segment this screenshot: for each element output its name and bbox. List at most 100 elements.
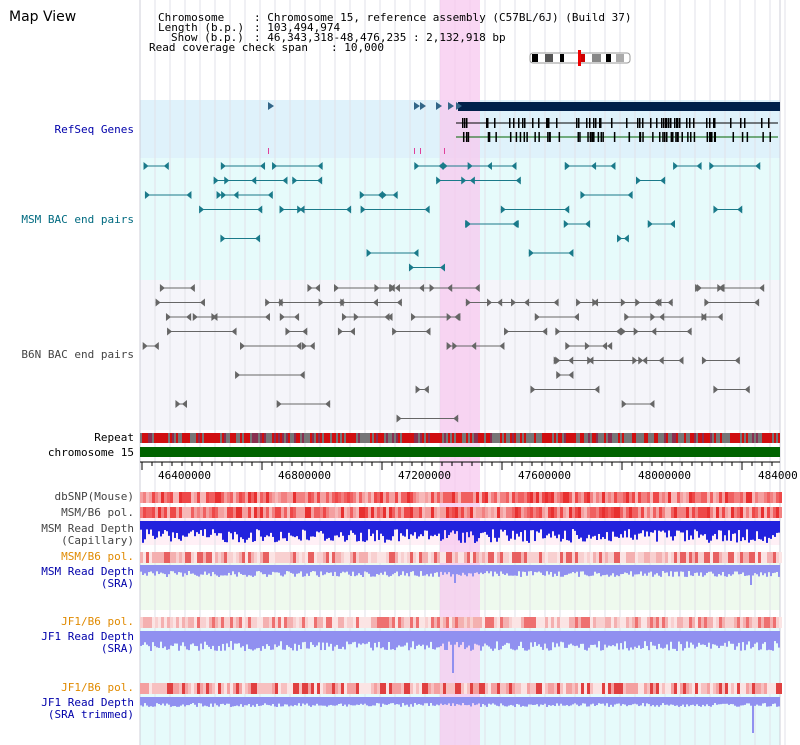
coverage-label: Read coverage check span (149, 41, 308, 54)
capillary-depth-bar (580, 521, 582, 538)
msm-b6-pol-cell (491, 552, 494, 563)
track-label-msm-depth-sra[interactable]: MSM Read Depth (41, 565, 134, 578)
jf1-b6-pol-cell (269, 617, 272, 628)
capillary-depth-bar (304, 521, 306, 531)
jf1-trimmed-depth-bar (200, 697, 202, 704)
jf1-trimmed-depth-bar (566, 697, 568, 706)
msm-b6-pol-cell (140, 552, 143, 563)
msm-b6-pol-cell (260, 507, 263, 518)
capillary-depth-bar (300, 521, 302, 541)
msm-b6-pol-cell (386, 507, 389, 518)
repeat-block (618, 433, 620, 443)
exon-mark (642, 118, 644, 128)
repeat-block (472, 433, 474, 443)
msm-b6-pol-cell (551, 552, 554, 563)
dbsnp-cell (692, 492, 695, 503)
dbsnp-cell (584, 492, 587, 503)
jf1-b6-pol-cell (758, 617, 761, 628)
msm-sra-depth-bar (286, 565, 288, 572)
track-label-jf1-b6-pol-2[interactable]: JF1/B6 pol. (61, 681, 134, 694)
msm-b6-pol-cell (692, 552, 695, 563)
jf1-b6-pol-cell (299, 617, 302, 628)
msm-sra-depth-bar (614, 565, 616, 577)
track-label-repeat[interactable]: Repeat (94, 431, 134, 444)
jf1-b6-pol-cell (623, 617, 626, 628)
repeat-block (420, 433, 422, 443)
track-label-jf1-depth-trimmed[interactable]: JF1 Read Depth (41, 696, 134, 709)
repeat-block (160, 433, 162, 443)
track-label-jf1-depth-sra[interactable]: JF1 Read Depth (41, 630, 134, 643)
repeat-block (550, 433, 552, 443)
capillary-depth-bar (334, 521, 336, 536)
jf1-trimmed-depth-bar (590, 697, 592, 705)
dbsnp-cell (644, 492, 647, 503)
jf1-sra-depth-bar (226, 631, 228, 644)
track-label-refseq[interactable]: RefSeq Genes (54, 123, 134, 136)
jf1-trimmed-depth-bar (258, 697, 260, 707)
msm-sra-depth-bar (588, 565, 590, 577)
msm-b6-pol-cell (608, 507, 611, 518)
msm-b6-pol-cell (224, 507, 227, 518)
jf1-b6-pol-cell (284, 617, 287, 628)
b6n-bac-pair-end (565, 342, 571, 350)
jf1-b6-pol-cell (308, 617, 311, 628)
msm-b6-pol-cell (155, 507, 158, 518)
msm-sra-depth-bar (756, 565, 758, 575)
track-label-msm-bac[interactable]: MSM BAC end pairs (21, 213, 134, 226)
jf1-trimmed-depth-bar (766, 697, 768, 707)
jf1-b6-pol-cell (209, 683, 212, 694)
capillary-depth-bar (608, 521, 610, 541)
jf1-b6-pol-cell (719, 683, 722, 694)
msm-sra-depth-bar (608, 565, 610, 577)
exon-mark (600, 118, 602, 128)
jf1-trimmed-depth-bar (746, 697, 748, 704)
jf1-trimmed-depth-bar (638, 697, 640, 707)
capillary-depth-bar (430, 521, 432, 536)
b6n-bac-pair-end (396, 414, 402, 423)
msm-bac-pair-end (143, 162, 149, 170)
capillary-depth-bar (744, 521, 746, 541)
jf1-b6-pol-cell (317, 683, 320, 694)
jf1-sra-depth-bar (380, 631, 382, 649)
repeat-block (266, 433, 268, 443)
jf1-trimmed-depth-bar (738, 697, 740, 707)
track-label-msm-b6-pol[interactable]: MSM/B6 pol. (61, 506, 134, 519)
jf1-b6-pol-cell (623, 683, 626, 694)
jf1-b6-pol-cell (545, 683, 548, 694)
msm-b6-pol-cell (212, 507, 215, 518)
track-label-b6n-bac[interactable]: B6N BAC end pairs (21, 348, 134, 361)
jf1-b6-pol-cell (287, 617, 290, 628)
track-label-dbsnp[interactable]: dbSNP(Mouse) (54, 490, 134, 503)
repeat-block (640, 433, 642, 443)
jf1-b6-pol-cell (374, 683, 377, 694)
jf1-b6-pol-cell (461, 617, 464, 628)
jf1-trimmed-depth-bar (752, 697, 754, 733)
msm-b6-pol-cell (683, 552, 686, 563)
track-label-msm-depth-capillary[interactable]: MSM Read Depth (41, 522, 134, 535)
track-label-msm-b6-pol-2[interactable]: MSM/B6 pol. (61, 550, 134, 563)
track-label-chromosome[interactable]: chromosome 15 (47, 446, 134, 459)
repeat-block (334, 433, 336, 443)
jf1-b6-pol-cell (197, 617, 200, 628)
capillary-depth-bar (140, 521, 142, 530)
msm-sra-depth-bar (774, 565, 776, 573)
jf1-sra-depth-bar (730, 631, 732, 644)
repeat-block (624, 433, 626, 443)
exon-mark (686, 118, 688, 128)
jf1-sra-depth-bar (720, 631, 722, 646)
b6n-bac-pair-end (594, 385, 600, 394)
jf1-b6-pol-cell (296, 617, 299, 628)
capillary-depth-bar (250, 521, 252, 533)
repeat-block (450, 433, 452, 443)
b6n-bac-pair-end (633, 327, 639, 336)
jf1-trimmed-depth-bar (582, 697, 584, 704)
capillary-depth-bar (486, 521, 488, 535)
repeat-block (600, 433, 602, 443)
msm-sra-depth-bar (382, 565, 384, 575)
msm-b6-pol-cell (611, 552, 614, 563)
track-label-jf1-b6-pol[interactable]: JF1/B6 pol. (61, 615, 134, 628)
repeat-block (534, 433, 536, 443)
b6n-bac-pair-end (199, 298, 205, 307)
repeat-block (668, 433, 670, 443)
